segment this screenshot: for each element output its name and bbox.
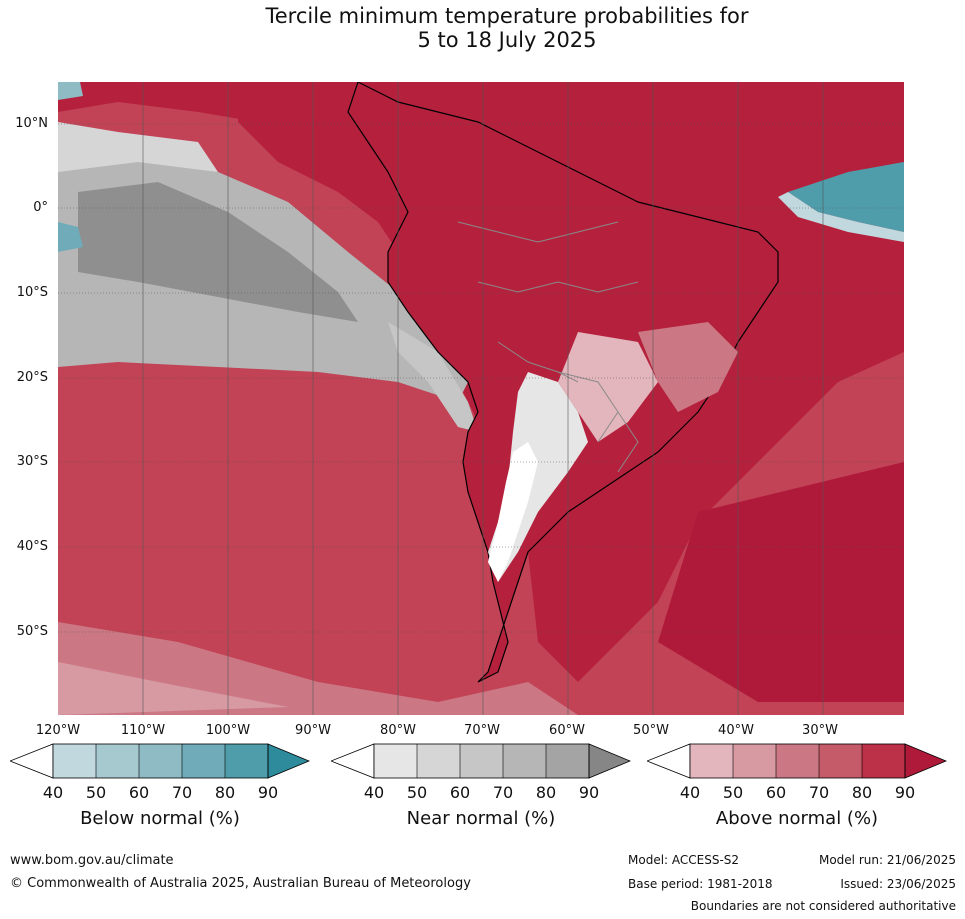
legend-title-below: Below normal (%)	[80, 808, 240, 829]
near-normal-pacific-light	[58, 122, 218, 172]
graticule	[58, 123, 904, 633]
near-normal-chile-coast	[388, 322, 478, 432]
copyright-text: © Commonwealth of Australia 2025, Austra…	[10, 876, 471, 891]
near-tick-70: 70	[492, 783, 514, 802]
lon-label-40w: 40°W	[718, 723, 754, 738]
lat-label-10s: 10°S	[16, 285, 48, 300]
lat-label-10n: 10°N	[15, 116, 48, 131]
below-tick-90: 90	[257, 783, 279, 802]
above-normal-90-atlantic	[658, 462, 904, 702]
lon-label-70w: 70°W	[464, 723, 500, 738]
lat-label-20s: 20°S	[16, 370, 48, 385]
land-white-patch	[488, 442, 538, 582]
model-name: Model: ACCESS-S2	[628, 853, 740, 867]
above-tick-60: 60	[765, 783, 787, 802]
land-above-60-east	[638, 322, 738, 412]
meridians	[142, 82, 824, 715]
title-line-2: 5 to 18 July 2025	[417, 28, 597, 52]
below-tick-50: 50	[85, 783, 107, 802]
legend-title-near: Near normal (%)	[406, 808, 556, 829]
lat-label-30s: 30°S	[16, 454, 48, 469]
below-tick-40: 40	[42, 783, 64, 802]
land-above-50-central	[558, 332, 658, 442]
title-line-1: Tercile minimum temperature probabilitie…	[265, 4, 749, 28]
issued-date: Issued: 23/06/2025	[840, 877, 956, 891]
below-normal-pacific-west	[58, 222, 83, 252]
lon-label-80w: 80°W	[380, 723, 416, 738]
lat-label-40s: 40°S	[16, 539, 48, 554]
below-tick-60: 60	[128, 783, 150, 802]
legend-title-above: Above normal (%)	[715, 808, 879, 829]
above-tick-50: 50	[722, 783, 744, 802]
near-tick-80: 80	[535, 783, 557, 802]
below-tick-70: 70	[171, 783, 193, 802]
country-borders	[457, 221, 639, 473]
colorbar-below-normal	[10, 743, 310, 779]
lon-label-110w: 110°W	[120, 723, 166, 738]
above-tick-40: 40	[679, 783, 701, 802]
near-tick-50: 50	[406, 783, 428, 802]
lon-label-30w: 30°W	[802, 723, 838, 738]
lon-label-120w: 120°W	[35, 723, 81, 738]
below-normal-atlantic	[788, 162, 904, 232]
website-link[interactable]: www.bom.gov.au/climate	[10, 853, 174, 868]
below-tick-80: 80	[214, 783, 236, 802]
lon-label-90w: 90°W	[295, 723, 331, 738]
probability-map	[58, 82, 904, 715]
lon-label-60w: 60°W	[549, 723, 585, 738]
base-period: Base period: 1981-2018	[628, 877, 773, 891]
below-normal-atlantic-edge	[778, 192, 904, 242]
near-tick-90: 90	[578, 783, 600, 802]
near-tick-60: 60	[449, 783, 471, 802]
lon-label-50w: 50°W	[633, 723, 669, 738]
boundary-disclaimer: Boundaries are not considered authoritat…	[690, 899, 956, 913]
lon-label-100w: 100°W	[205, 723, 251, 738]
lat-label-0: 0°	[33, 200, 48, 215]
above-normal-north-pacific	[58, 82, 258, 122]
map-title: Tercile minimum temperature probabilitie…	[0, 4, 965, 52]
near-tick-40: 40	[363, 783, 385, 802]
above-normal-50-south	[58, 662, 288, 715]
colorbar-near-normal	[331, 743, 631, 779]
model-run: Model run: 21/06/2025	[818, 853, 956, 867]
near-normal-pacific-core	[78, 182, 358, 322]
lat-label-50s: 50°S	[16, 624, 48, 639]
colorbar-above-normal	[647, 743, 947, 779]
above-tick-90: 90	[894, 783, 916, 802]
above-tick-80: 80	[851, 783, 873, 802]
below-normal-pacific-nw	[58, 82, 83, 100]
above-tick-70: 70	[808, 783, 830, 802]
